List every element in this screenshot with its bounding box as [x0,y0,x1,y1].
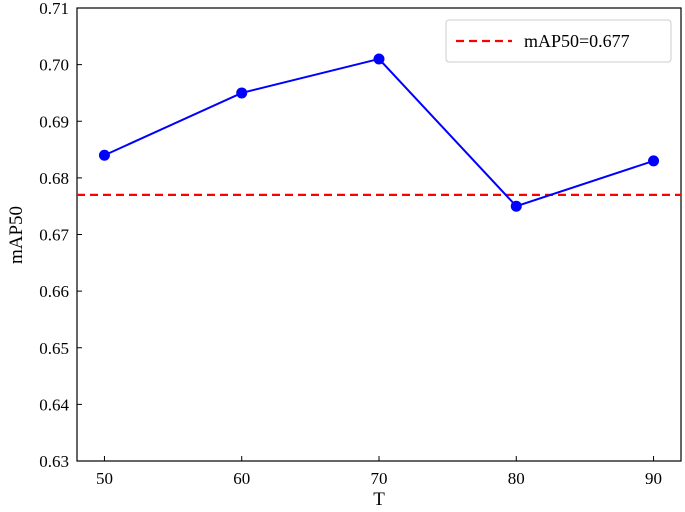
series-layer [98,53,660,212]
y-tick-label: 0.65 [39,339,69,358]
y-tick-label: 0.63 [39,452,69,471]
legend-box [445,19,672,63]
data-point [510,200,522,212]
y-tick-label: 0.66 [39,282,69,301]
y-tick-label: 0.70 [39,56,69,75]
x-tick-label: 50 [96,469,113,488]
x-tick-label: 60 [233,469,250,488]
y-tick-label: 0.69 [39,112,69,131]
y-tick-label: 0.64 [39,395,69,414]
x-tick-label: 70 [371,469,388,488]
data-point [648,155,660,167]
x-tick-label: 80 [508,469,525,488]
x-tick-label: 90 [645,469,662,488]
x-axis-ticks: 50 60 70 80 90 [96,456,662,488]
legend-label: mAP50=0.677 [524,31,630,51]
x-axis-title: T [373,489,385,510]
y-axis-ticks: 0.63 0.64 0.65 0.66 0.67 0.68 0.69 0.70 0.71 [39,0,82,471]
series-line [104,57,654,208]
plot-frame [76,7,682,462]
legend: mAP50=0.677 [445,19,672,63]
data-point [373,53,385,65]
data-point [98,149,110,161]
y-tick-label: 0.68 [39,169,69,188]
y-axis-title: mAP50 [6,206,27,264]
data-point [236,87,248,99]
y-tick-label: 0.71 [39,0,69,18]
y-tick-label: 0.67 [39,226,69,245]
